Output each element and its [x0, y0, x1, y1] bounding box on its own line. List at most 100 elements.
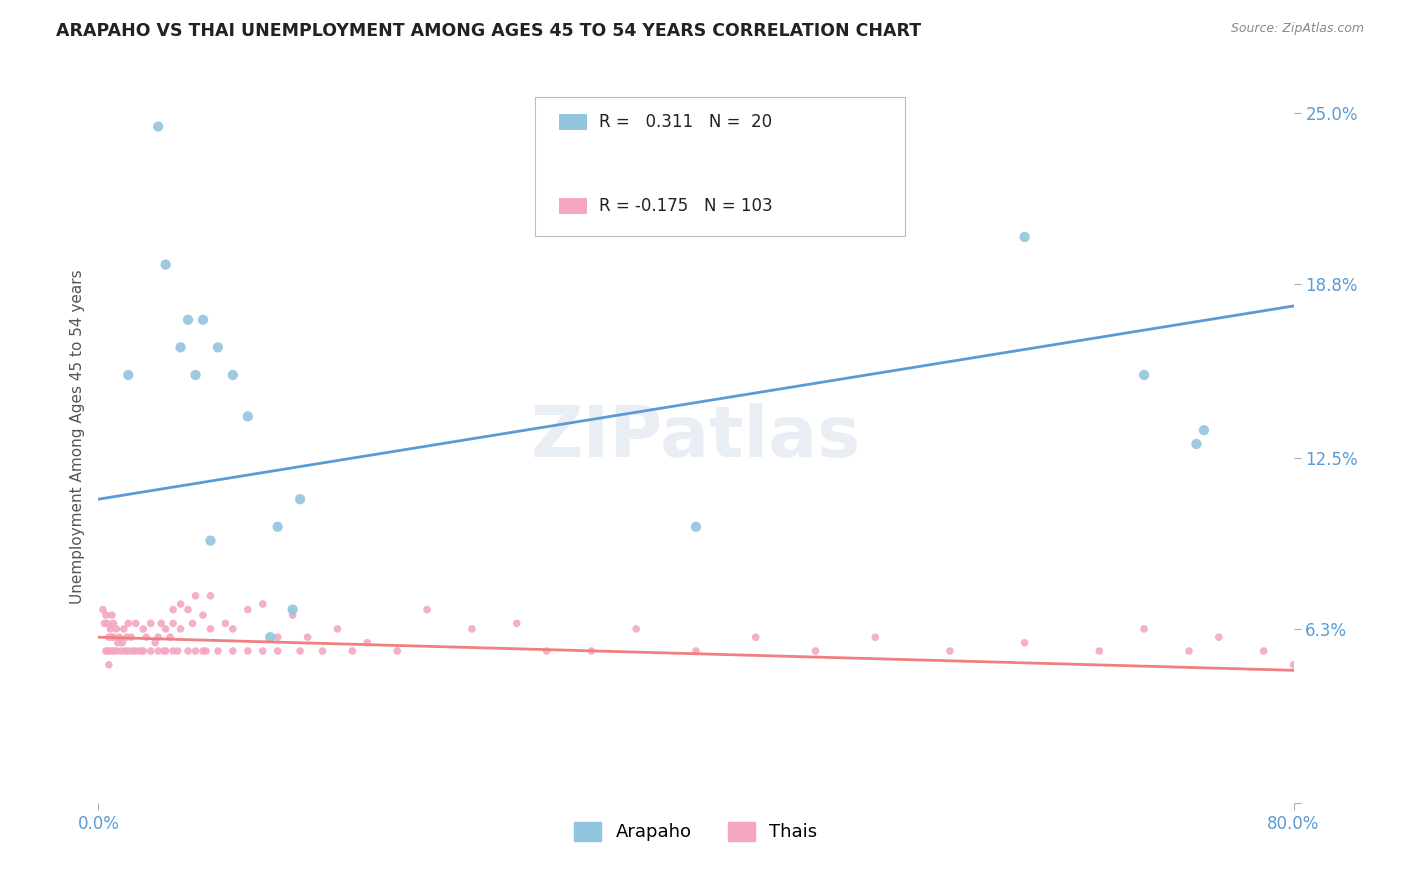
Point [1192, 423, 1215, 437]
Point [135, 630, 157, 644]
Point [461, 622, 484, 636]
Point [103, 630, 125, 644]
Point [311, 644, 333, 658]
Point [139, 644, 162, 658]
Point [96, 644, 118, 658]
Point [117, 644, 139, 658]
Point [214, 616, 236, 631]
Point [200, 589, 222, 603]
Bar [558, 198, 588, 214]
Point [177, 312, 200, 326]
Point [117, 368, 139, 382]
Point [1185, 437, 1208, 451]
Point [155, 622, 177, 636]
Point [155, 258, 177, 272]
Point [108, 630, 131, 644]
Point [581, 644, 603, 658]
Point [1178, 644, 1201, 658]
Point [96, 616, 118, 631]
Point [1133, 368, 1156, 382]
Y-axis label: Unemployment Among Ages 45 to 54 years: Unemployment Among Ages 45 to 54 years [69, 269, 84, 605]
Point [150, 616, 173, 631]
Point [222, 622, 245, 636]
Point [1312, 657, 1334, 672]
Point [536, 644, 558, 658]
Point [169, 340, 191, 354]
Point [117, 616, 139, 631]
Point [236, 409, 259, 424]
Point [207, 644, 229, 658]
Point [101, 608, 124, 623]
Point [506, 616, 529, 631]
Point [169, 622, 191, 636]
Point [259, 630, 281, 644]
Point [200, 622, 222, 636]
Point [1208, 630, 1230, 644]
Point [267, 630, 290, 644]
Point [177, 644, 200, 658]
Point [148, 120, 170, 134]
Point [97, 630, 120, 644]
Point [132, 644, 155, 658]
Point [236, 602, 259, 616]
Point [1357, 657, 1379, 672]
Point [342, 644, 364, 658]
Point [97, 657, 120, 672]
Point [125, 616, 148, 631]
Point [281, 608, 304, 623]
Point [94, 608, 117, 623]
Point [103, 616, 125, 631]
Point [685, 520, 707, 534]
Point [139, 616, 162, 631]
Point [98, 644, 122, 658]
Point [356, 636, 378, 650]
Point [129, 644, 152, 658]
Point [385, 644, 409, 658]
Legend: Arapaho, Thais: Arapaho, Thais [567, 814, 825, 848]
Point [132, 622, 155, 636]
Point [191, 312, 214, 326]
Point [107, 636, 129, 650]
Text: Source: ZipAtlas.com: Source: ZipAtlas.com [1230, 22, 1364, 36]
Point [200, 533, 222, 548]
Point [155, 644, 177, 658]
Point [125, 644, 148, 658]
Text: ZIPatlas: ZIPatlas [531, 402, 860, 472]
Point [297, 630, 319, 644]
Point [207, 340, 229, 354]
Point [288, 492, 311, 507]
Point [110, 644, 132, 658]
Point [166, 644, 188, 658]
Point [115, 630, 138, 644]
Text: R = -0.175   N = 103: R = -0.175 N = 103 [599, 197, 773, 215]
Point [181, 616, 204, 631]
Point [939, 644, 962, 658]
Point [222, 368, 245, 382]
Point [191, 608, 214, 623]
Point [804, 644, 827, 658]
Point [162, 644, 184, 658]
Point [169, 597, 191, 611]
Point [1088, 644, 1111, 658]
Point [120, 630, 142, 644]
Point [143, 636, 166, 650]
Point [162, 602, 184, 616]
Point [159, 630, 181, 644]
Point [103, 644, 125, 658]
Point [745, 630, 768, 644]
Point [191, 644, 214, 658]
Point [114, 644, 136, 658]
Point [112, 622, 135, 636]
Point [865, 630, 887, 644]
Point [685, 644, 707, 658]
Point [91, 602, 114, 616]
Point [416, 602, 439, 616]
Point [1282, 657, 1305, 672]
Point [1253, 644, 1275, 658]
Point [101, 630, 124, 644]
Point [252, 644, 274, 658]
Point [1014, 636, 1036, 650]
Point [267, 644, 290, 658]
Point [121, 644, 143, 658]
Point [1402, 657, 1406, 672]
